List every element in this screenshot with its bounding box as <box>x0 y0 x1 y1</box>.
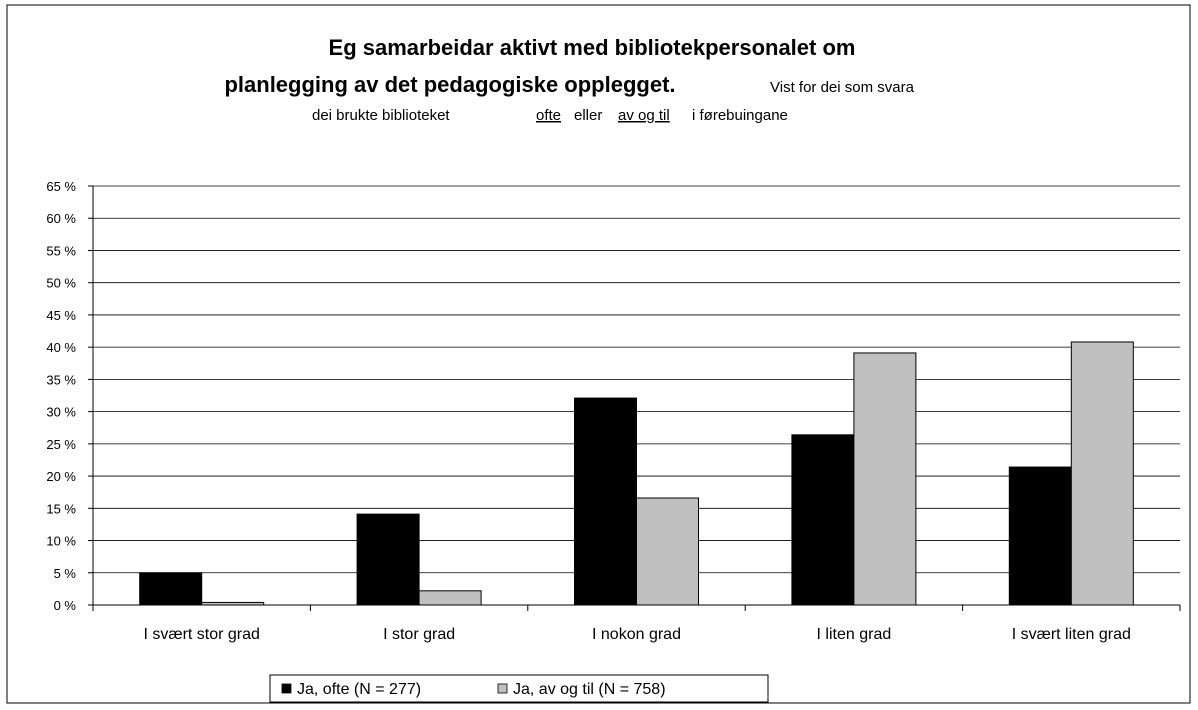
bar <box>574 397 637 606</box>
bar <box>791 434 855 606</box>
x-tick-label: I nokon grad <box>592 626 681 643</box>
y-tick-label: 20 % <box>46 469 76 484</box>
bar <box>418 590 482 606</box>
bar <box>1070 341 1134 606</box>
y-tick-label: 0 % <box>54 598 77 613</box>
y-tick-label: 45 % <box>46 308 76 323</box>
bar <box>1008 466 1072 606</box>
legend-swatch <box>497 683 508 694</box>
y-tick-label: 60 % <box>46 211 76 226</box>
y-tick-label: 65 % <box>46 179 76 194</box>
legend-label: Ja, ofte (N = 277) <box>297 681 421 698</box>
legend-swatch <box>281 683 292 694</box>
legend-box <box>269 674 769 703</box>
chart-frame <box>6 4 1191 704</box>
y-tick-label: 40 % <box>46 340 76 355</box>
y-tick-label: 15 % <box>46 501 76 516</box>
y-tick-label: 25 % <box>46 437 76 452</box>
chart-subtitle: i førebuingane <box>692 107 788 124</box>
bar <box>356 513 420 606</box>
x-tick-label: I svært stor grad <box>143 626 259 643</box>
chart-subtitle: eller <box>574 107 602 124</box>
bar <box>139 572 203 606</box>
y-tick-label: 35 % <box>46 372 76 387</box>
chart-title: planlegging av det pedagogiske opplegget… <box>224 72 675 97</box>
x-tick-label: I svært liten grad <box>1012 626 1131 643</box>
chart-subtitle: Vist for dei som svara <box>770 79 915 96</box>
chart-subtitle: av og til <box>618 107 670 124</box>
y-tick-label: 5 % <box>54 566 77 581</box>
bar <box>853 352 917 606</box>
x-tick-label: I liten grad <box>817 626 892 643</box>
y-tick-label: 30 % <box>46 405 76 420</box>
y-tick-label: 50 % <box>46 276 76 291</box>
y-tick-label: 55 % <box>46 243 76 258</box>
chart-subtitle: dei brukte biblioteket <box>312 107 450 124</box>
legend-label: Ja, av og til (N = 758) <box>513 681 666 698</box>
bar <box>636 497 699 606</box>
chart-title: Eg samarbeidar aktivt med bibliotekperso… <box>329 35 856 60</box>
chart-subtitle: ofte <box>536 107 561 124</box>
y-tick-label: 10 % <box>46 534 76 549</box>
x-tick-label: I stor grad <box>383 626 455 643</box>
